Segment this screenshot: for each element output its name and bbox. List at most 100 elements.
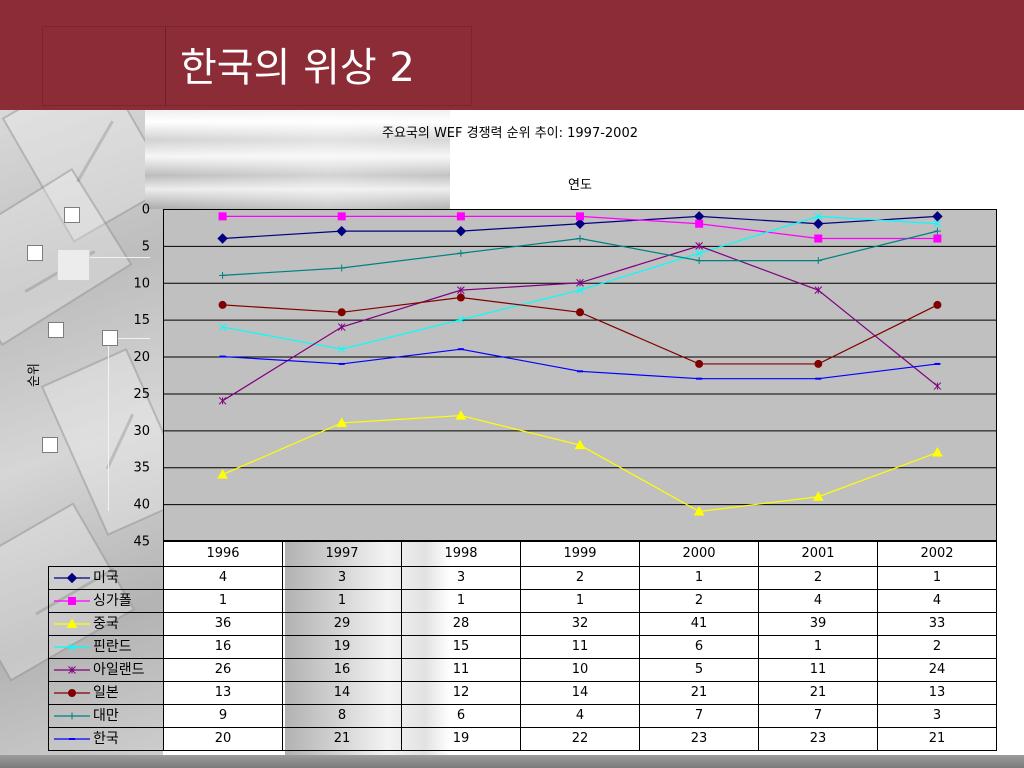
value-cell: 5 [640, 659, 759, 682]
value-cell: 19 [402, 728, 521, 751]
value-cell: 20 [164, 728, 283, 751]
value-cell: 21 [283, 728, 402, 751]
value-cell: 33 [878, 613, 997, 636]
value-cell: 12 [402, 682, 521, 705]
marker-shape [696, 360, 703, 367]
table-row: 미국 4 3 3 2 1 2 1 [49, 567, 997, 590]
wef-ranking-line-chart: 주요국의 WEF 경쟁력 순위 추이: 1997-2002 연도 순위 0 5 10… [0, 110, 1024, 546]
value-cell: 9 [164, 705, 283, 728]
y-tick-label: 35 [133, 461, 150, 476]
value-cell: 23 [640, 728, 759, 751]
plot-area [164, 210, 997, 541]
series-label: 중국 [93, 616, 119, 632]
year-header-cell: 2000 [640, 542, 759, 567]
x-axis-label: 연도 [568, 178, 592, 193]
marker-shape [815, 235, 822, 242]
value-cell: 6 [640, 636, 759, 659]
value-cell: 7 [640, 705, 759, 728]
legend-cell: 싱가폴 [49, 590, 164, 613]
marker-shape [69, 597, 76, 604]
value-cell: 23 [759, 728, 878, 751]
y-axis-label: 순위 [27, 363, 42, 387]
y-axis-ticks: 051015202530354045 [133, 203, 150, 547]
y-tick-label: 20 [133, 350, 150, 365]
table-row: 싱가폴 1 1 1 1 2 4 4 [49, 590, 997, 613]
table-row: 일본 13 14 12 14 21 21 13 [49, 682, 997, 705]
value-cell: 4 [521, 705, 640, 728]
value-cell: 2 [640, 590, 759, 613]
series-label: 핀란드 [93, 639, 132, 655]
value-cell: 1 [878, 567, 997, 590]
series-label: 아일랜드 [93, 662, 145, 678]
y-tick-label: 5 [142, 239, 150, 254]
legend-cell: 한국 [49, 728, 164, 751]
marker-shape [457, 294, 464, 301]
value-cell: 15 [402, 636, 521, 659]
table-row: 아일랜드 26 16 11 10 5 11 24 [49, 659, 997, 682]
value-cell: 2 [521, 567, 640, 590]
y-tick-label: 10 [133, 276, 150, 291]
series-2-point [815, 235, 822, 242]
value-cell: 16 [164, 636, 283, 659]
series-label: 싱가폴 [93, 593, 132, 609]
value-cell: 3 [878, 705, 997, 728]
marker-shape [69, 689, 76, 696]
year-header-cell: 2002 [878, 542, 997, 567]
legend-marker [69, 689, 76, 696]
value-cell: 19 [283, 636, 402, 659]
year-header-cell: 2001 [759, 542, 878, 567]
legend-cell: 중국 [49, 613, 164, 636]
value-cell: 1 [759, 636, 878, 659]
legend-cell: 미국 [49, 567, 164, 590]
slide-title: 한국의 위상 2 [180, 44, 415, 92]
marker-shape [219, 301, 226, 308]
value-cell: 1 [521, 590, 640, 613]
legend-cell: 대만 [49, 705, 164, 728]
value-cell: 1 [283, 590, 402, 613]
marker-shape [457, 213, 464, 220]
marker-shape [934, 235, 941, 242]
legend-marker [69, 597, 76, 604]
value-cell: 16 [283, 659, 402, 682]
table-row: 중국 36 29 28 32 41 39 33 [49, 613, 997, 636]
value-cell: 11 [759, 659, 878, 682]
table-row: 한국 20 21 19 22 23 23 21 [49, 728, 997, 751]
series-2-point [696, 220, 703, 227]
value-cell: 6 [402, 705, 521, 728]
value-cell: 14 [521, 682, 640, 705]
data-table-head: 1996 1997 1998 1999 2000 2001 2002 [49, 542, 997, 567]
value-cell: 13 [878, 682, 997, 705]
legend-cell: 일본 [49, 682, 164, 705]
legend-swatch [52, 617, 92, 631]
value-cell: 7 [759, 705, 878, 728]
y-tick-label: 40 [133, 498, 150, 513]
y-tick-label: 30 [133, 424, 150, 439]
value-cell: 21 [878, 728, 997, 751]
legend-swatch [52, 594, 92, 608]
value-cell: 32 [521, 613, 640, 636]
legend-marker [68, 573, 77, 582]
legend-swatch [52, 640, 92, 654]
value-cell: 21 [759, 682, 878, 705]
series-2-point [457, 213, 464, 220]
value-cell: 3 [283, 567, 402, 590]
slide-footer-bar [0, 755, 1024, 768]
marker-shape [68, 573, 77, 582]
value-cell: 1 [640, 567, 759, 590]
marker-shape [577, 213, 584, 220]
value-cell: 29 [283, 613, 402, 636]
y-tick-label: 25 [133, 387, 150, 402]
marker-shape [696, 220, 703, 227]
series-6-point [219, 301, 226, 308]
value-cell: 2 [759, 567, 878, 590]
year-header-cell: 1999 [521, 542, 640, 567]
value-cell: 8 [283, 705, 402, 728]
data-table-body: 미국 4 3 3 2 1 2 1 싱가폴 1 1 1 1 2 4 4 중국 36 29 28 32 41 39 33 핀란드 16… [49, 567, 997, 751]
value-cell: 22 [521, 728, 640, 751]
value-cell: 2 [878, 636, 997, 659]
series-6-point [577, 309, 584, 316]
legend-swatch [52, 686, 92, 700]
value-cell: 10 [521, 659, 640, 682]
value-cell: 41 [640, 613, 759, 636]
value-cell: 14 [283, 682, 402, 705]
